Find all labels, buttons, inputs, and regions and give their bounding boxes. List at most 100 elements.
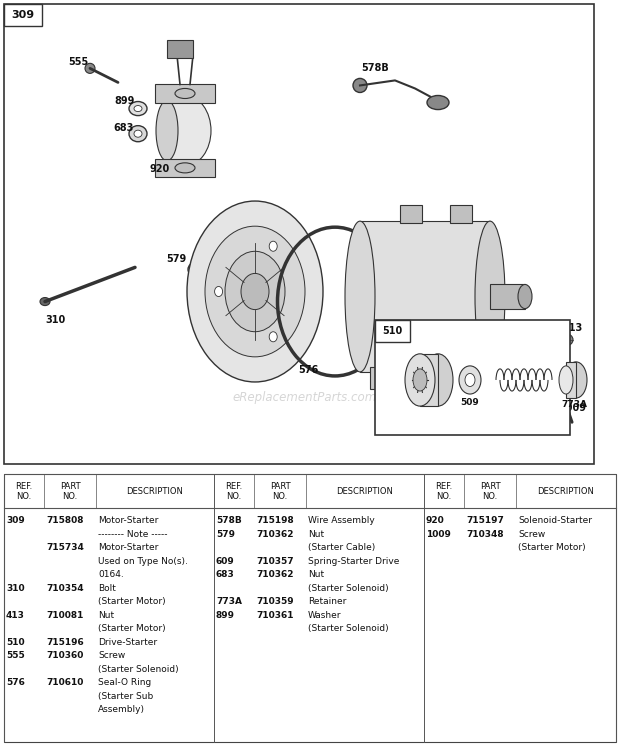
Ellipse shape [413, 369, 427, 391]
Text: DESCRIPTION: DESCRIPTION [126, 487, 184, 496]
Ellipse shape [405, 354, 435, 406]
Text: Washer: Washer [308, 611, 342, 620]
Text: (Starter Sub: (Starter Sub [98, 692, 153, 701]
Text: Assembly): Assembly) [98, 705, 145, 714]
Text: 309: 309 [6, 516, 25, 525]
Text: 773A: 773A [561, 400, 587, 408]
Text: 710360: 710360 [46, 651, 83, 660]
Bar [167, 40, 193, 58]
Bar [450, 205, 472, 223]
Text: PART
NO.: PART NO. [270, 481, 290, 501]
Text: Drive-Starter: Drive-Starter [98, 638, 157, 647]
Text: 710081: 710081 [46, 611, 83, 620]
Text: REF.
NO.: REF. NO. [435, 481, 453, 501]
Ellipse shape [129, 101, 147, 115]
Text: REF.
NO.: REF. NO. [226, 481, 242, 501]
Text: 1009: 1009 [559, 403, 587, 413]
Text: Screw: Screw [98, 651, 125, 660]
Text: 0164.: 0164. [98, 571, 124, 580]
Text: 715198: 715198 [256, 516, 294, 525]
Text: 579: 579 [216, 530, 235, 539]
Text: Motor-Starter: Motor-Starter [98, 543, 158, 552]
Ellipse shape [225, 251, 285, 332]
Text: Bolt: Bolt [98, 584, 116, 593]
Ellipse shape [446, 378, 464, 390]
Text: 710361: 710361 [256, 611, 293, 620]
Text: (Starter Motor): (Starter Motor) [518, 543, 586, 552]
Text: 710610: 710610 [46, 678, 83, 687]
Ellipse shape [559, 366, 573, 394]
Text: REF.
NO.: REF. NO. [16, 481, 33, 501]
Ellipse shape [40, 298, 50, 306]
Ellipse shape [423, 354, 453, 406]
Ellipse shape [175, 163, 195, 173]
Text: Nut: Nut [308, 530, 324, 539]
Text: Nut: Nut [308, 571, 324, 580]
Ellipse shape [159, 95, 211, 166]
Ellipse shape [376, 378, 394, 390]
Text: Nut: Nut [98, 611, 114, 620]
Ellipse shape [175, 89, 195, 98]
Text: 710362: 710362 [256, 571, 293, 580]
Text: 715197: 715197 [466, 516, 504, 525]
Text: 710348: 710348 [466, 530, 503, 539]
Text: DESCRIPTION: DESCRIPTION [337, 487, 394, 496]
Text: 1009: 1009 [426, 530, 451, 539]
Ellipse shape [156, 100, 178, 161]
Text: 899: 899 [216, 611, 235, 620]
Text: Used on Type No(s).: Used on Type No(s). [98, 557, 188, 565]
Bar [420, 354, 438, 406]
Text: (Starter Solenoid): (Starter Solenoid) [308, 624, 389, 633]
Text: 413: 413 [563, 323, 583, 333]
Text: eReplacementParts.com: eReplacementParts.com [233, 391, 377, 403]
Text: 576: 576 [6, 678, 25, 687]
Bar [360, 221, 490, 372]
Text: 899: 899 [115, 95, 135, 106]
Text: 710359: 710359 [256, 597, 294, 606]
Bar [490, 284, 525, 309]
Ellipse shape [559, 334, 573, 346]
Ellipse shape [345, 221, 375, 372]
Text: 710362: 710362 [256, 530, 293, 539]
Text: -------- Note -----: -------- Note ----- [98, 530, 167, 539]
Ellipse shape [465, 373, 475, 386]
Ellipse shape [241, 273, 269, 310]
Text: Motor-Starter: Motor-Starter [98, 516, 158, 525]
Text: 683: 683 [216, 571, 235, 580]
Ellipse shape [129, 126, 147, 141]
Text: 920: 920 [426, 516, 445, 525]
Ellipse shape [134, 106, 142, 112]
Text: 920: 920 [150, 164, 170, 174]
Text: 715734: 715734 [46, 543, 84, 552]
Ellipse shape [193, 267, 199, 272]
Bar [375, 320, 410, 341]
Text: 413: 413 [6, 611, 25, 620]
Text: Solenoid-Starter: Solenoid-Starter [518, 516, 592, 525]
Text: 309: 309 [11, 10, 35, 20]
Ellipse shape [565, 362, 587, 398]
Text: 710354: 710354 [46, 584, 84, 593]
Text: 578B: 578B [361, 63, 389, 74]
Text: Spring-Starter Drive: Spring-Starter Drive [308, 557, 399, 565]
Ellipse shape [518, 284, 532, 309]
Ellipse shape [187, 201, 323, 382]
Text: (Starter Solenoid): (Starter Solenoid) [308, 584, 389, 593]
Bar [4, 4, 42, 26]
Bar [400, 205, 422, 223]
Text: 609: 609 [216, 557, 235, 565]
Text: (Starter Solenoid): (Starter Solenoid) [98, 664, 179, 673]
Bar [566, 362, 576, 398]
Bar [440, 367, 470, 389]
Text: 715808: 715808 [46, 516, 84, 525]
Ellipse shape [427, 95, 449, 109]
Text: 555: 555 [68, 57, 88, 67]
Text: 509: 509 [461, 397, 479, 406]
Ellipse shape [269, 332, 277, 341]
Text: Wire Assembly: Wire Assembly [308, 516, 374, 525]
Text: 710357: 710357 [256, 557, 294, 565]
Text: 576: 576 [298, 365, 318, 375]
Text: 310: 310 [45, 315, 65, 324]
Text: 510: 510 [382, 326, 402, 336]
Text: PART
NO.: PART NO. [480, 481, 500, 501]
Bar [155, 84, 215, 103]
